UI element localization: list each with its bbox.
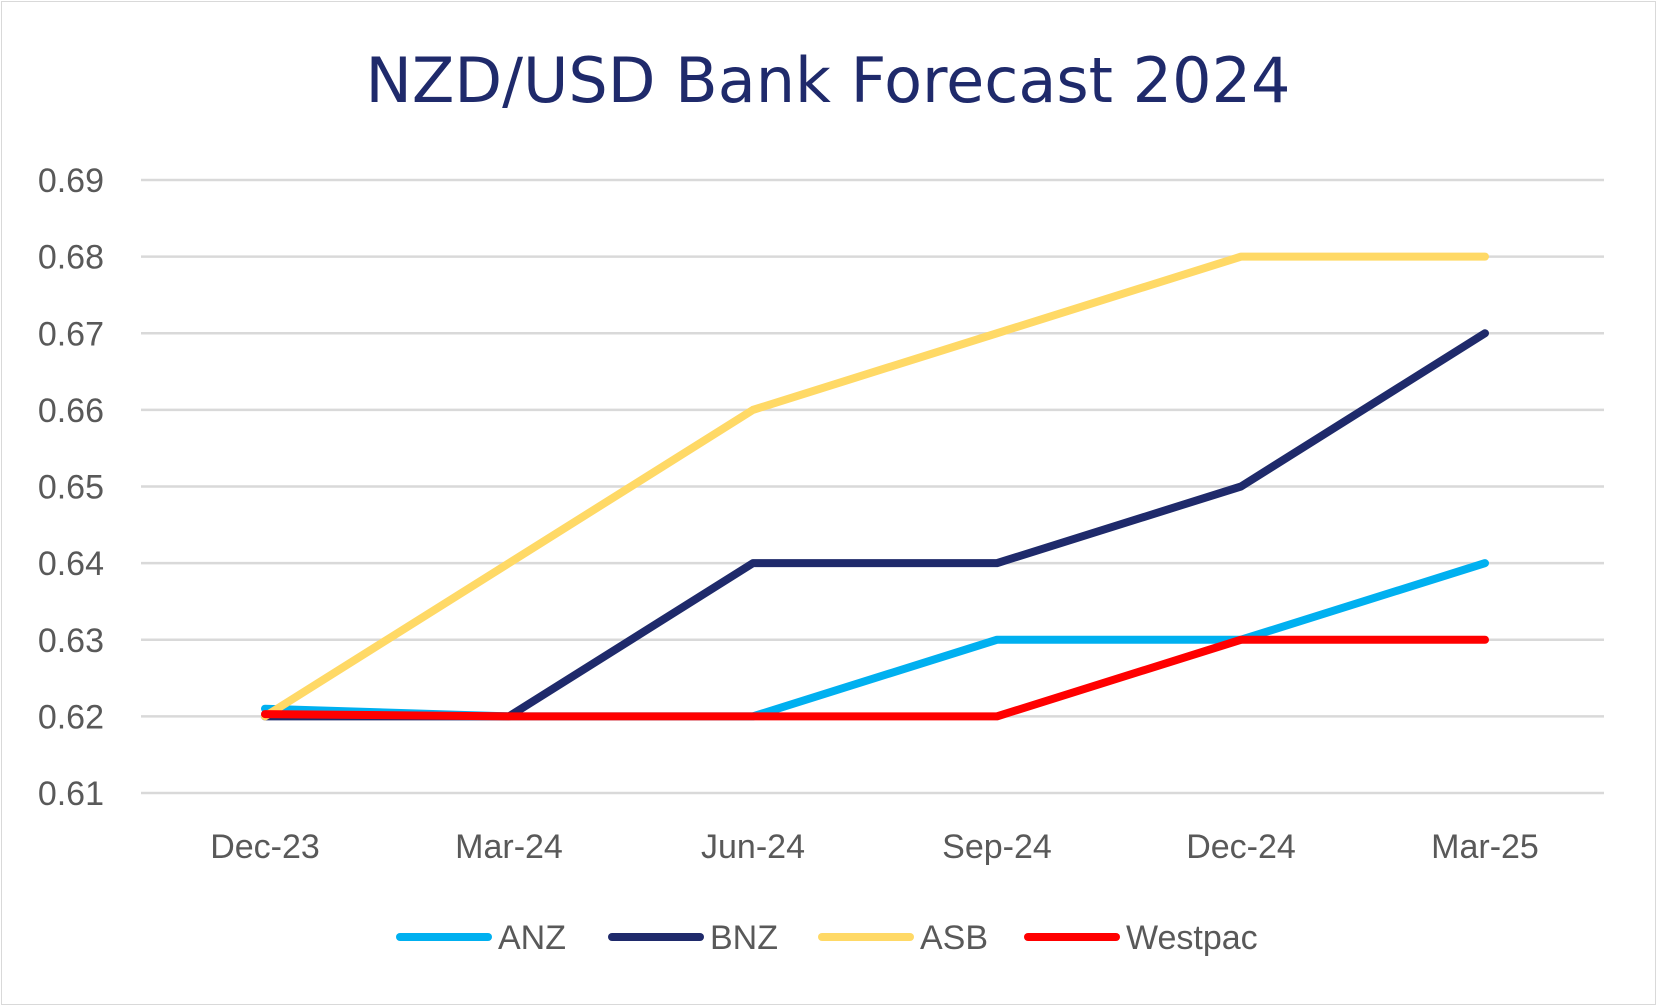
- x-tick-label: Sep-24: [942, 828, 1052, 866]
- y-tick-label: 0.66: [38, 392, 104, 430]
- legend-label-anz: ANZ: [498, 919, 566, 957]
- y-tick-label: 0.61: [38, 775, 104, 813]
- chart-title: NZD/USD Bank Forecast 2024: [366, 44, 1291, 117]
- x-tick-label: Jun-24: [701, 828, 805, 866]
- legend-label-westpac: Westpac: [1126, 919, 1258, 957]
- legend-label-asb: ASB: [920, 919, 988, 957]
- series-lines: [261, 252, 1489, 721]
- legend-label-bnz: BNZ: [710, 919, 778, 957]
- y-tick-label: 0.64: [38, 545, 104, 583]
- y-tick-label: 0.65: [38, 469, 104, 507]
- x-axis-ticks: Dec-23 Mar-24 Jun-24 Sep-24 Dec-24 Mar-25: [210, 828, 1539, 866]
- y-tick-label: 0.67: [38, 315, 104, 353]
- y-axis-ticks: 0.61 0.62 0.63 0.64 0.65 0.66 0.67 0.68 0.69: [38, 162, 104, 813]
- y-tick-label: 0.63: [38, 622, 104, 660]
- series-line-bnz: [261, 329, 1489, 721]
- legend: ANZ BNZ ASB Westpac: [396, 919, 1258, 957]
- x-tick-label: Dec-24: [1186, 828, 1296, 866]
- y-tick-label: 0.69: [38, 162, 104, 200]
- x-tick-label: Mar-25: [1431, 828, 1539, 866]
- y-tick-label: 0.62: [38, 698, 104, 736]
- y-tick-label: 0.68: [38, 239, 104, 277]
- x-tick-label: Mar-24: [455, 828, 563, 866]
- series-line-asb: [261, 252, 1489, 721]
- x-tick-label: Dec-23: [210, 828, 320, 866]
- series-line-westpac: [261, 635, 1489, 721]
- gridlines: [141, 178, 1604, 795]
